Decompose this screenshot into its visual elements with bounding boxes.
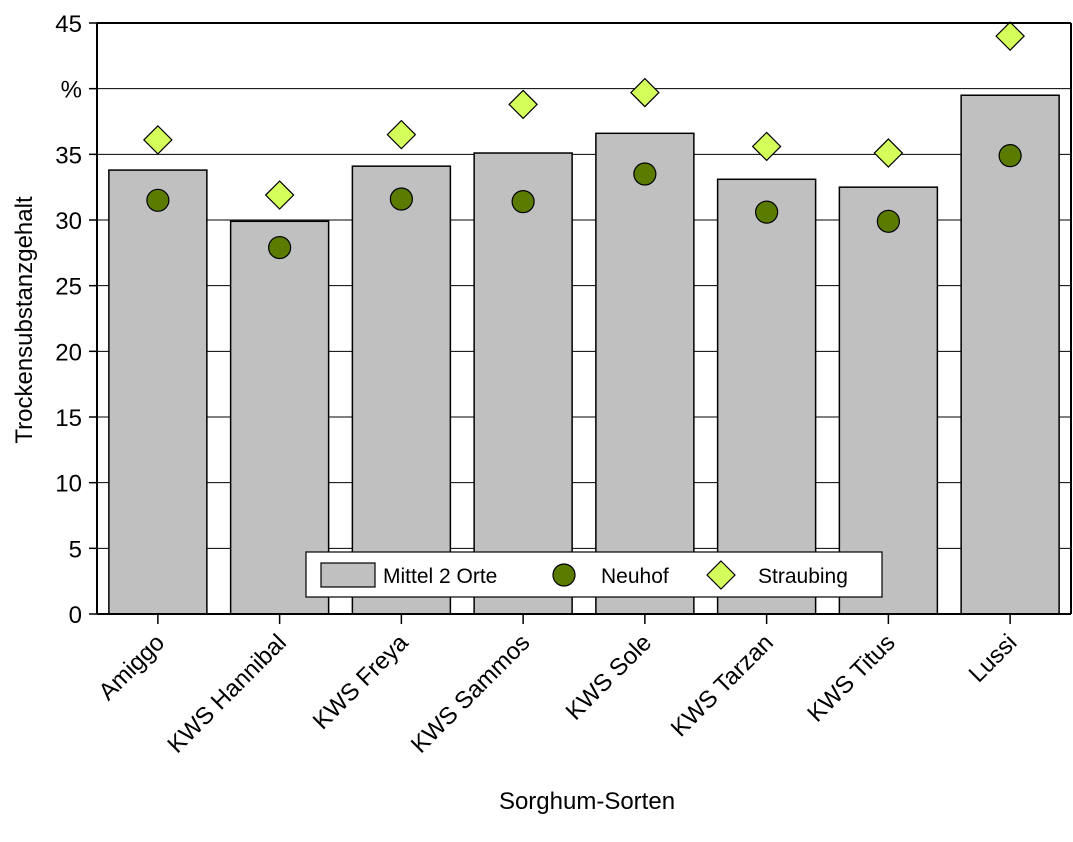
legend: Mittel 2 Orte Neuhof Straubing: [305, 551, 883, 598]
x-tick-label-kws-sole: KWS Sole: [561, 629, 657, 725]
y-tick-label: 25: [55, 274, 82, 301]
point-straubing-kws-tarzan: [751, 131, 782, 162]
point-straubing-amiggo: [143, 125, 173, 155]
x-tick-label-kws-tarzan: KWS Tarzan: [666, 629, 779, 742]
bar-lussi: [960, 94, 1060, 615]
x-tick-label-kws-freya: KWS Freya: [308, 629, 414, 735]
point-straubing-kws-titus: [873, 138, 904, 168]
y-tick-label: 20: [55, 339, 82, 366]
x-tick-label-kws-hannibal: KWS Hannibal: [162, 629, 291, 758]
bar-kws-freya: [351, 165, 452, 615]
bar-kws-sammos: [473, 152, 573, 615]
bars: [108, 94, 1060, 615]
point-neuhof-kws-hannibal: [268, 235, 292, 260]
point-straubing-kws-sole: [630, 77, 660, 108]
axes: [89, 22, 1072, 624]
bar-kws-sole: [595, 132, 695, 615]
legend-label-straubing: Straubing: [758, 565, 848, 588]
x-tick-label-lussi: Lussi: [964, 629, 1023, 688]
point-straubing-lussi: [995, 21, 1025, 51]
point-neuhof-kws-sammos: [511, 190, 535, 214]
y-tick-label: %: [61, 77, 82, 104]
y-tick-label: 45: [55, 11, 82, 38]
y-tick-label: 30: [55, 208, 82, 235]
y-tick-label: 10: [55, 471, 82, 498]
y-tick-label: 35: [55, 142, 82, 169]
bar-amiggo: [108, 169, 208, 615]
point-straubing-kws-freya: [386, 119, 417, 150]
point-neuhof-kws-tarzan: [755, 200, 779, 224]
legend-marker-neuhof: [552, 563, 576, 587]
legend-marker-straubing: [706, 560, 736, 590]
x-tick-label-kws-titus: KWS Titus: [802, 629, 900, 727]
point-neuhof-amiggo: [146, 188, 170, 212]
legend-label-mittel: Mittel 2 Orte: [383, 565, 497, 588]
legend-label-neuhof: Neuhof: [601, 565, 669, 588]
legend-swatch-mittel: [320, 562, 376, 588]
x-tick-label-kws-sammos: KWS Sammos: [406, 629, 535, 758]
bar-kws-tarzan: [716, 178, 817, 615]
x-tick-label-amiggo: Amiggo: [93, 629, 170, 706]
legend-frame: [305, 551, 883, 598]
markers: [143, 21, 1025, 260]
point-straubing-kws-sammos: [508, 89, 538, 120]
y-tick-label: 5: [69, 536, 82, 563]
point-neuhof-kws-titus: [876, 209, 900, 233]
y-tick-label: 0: [69, 602, 82, 629]
bar-kws-titus: [838, 186, 939, 615]
point-neuhof-kws-sole: [633, 162, 657, 186]
point-neuhof-lussi: [998, 144, 1022, 168]
y-axis-title: Trockensubstanzgehalt: [11, 196, 38, 444]
point-straubing-kws-hannibal: [264, 180, 295, 210]
y-tick-labels: 0 5 10 15 20 25 30 35% 45: [55, 11, 82, 629]
bar-kws-hannibal: [229, 220, 330, 615]
point-neuhof-kws-freya: [389, 187, 413, 211]
y-tick-label: 15: [55, 405, 82, 432]
x-axis-title: Sorghum-Sorten: [499, 788, 675, 815]
